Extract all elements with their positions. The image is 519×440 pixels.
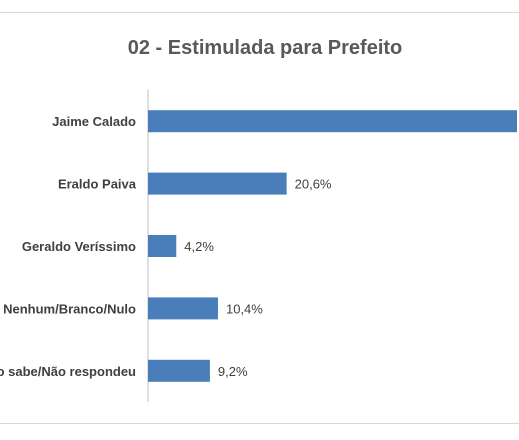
bar-2 (148, 172, 287, 195)
bar-4 (148, 297, 218, 320)
category-label-2: Eraldo Paiva (58, 177, 137, 192)
value-label-4: 10,4% (226, 301, 263, 316)
bar-3 (148, 235, 177, 257)
value-label-5: 9,2% (218, 364, 248, 379)
category-label-5: Não sabe/Não respondeu (0, 364, 136, 379)
value-label-3: 4,2% (184, 239, 214, 254)
chart-title: 02 - Estimulada para Prefeito (128, 37, 403, 59)
bar-5 (148, 359, 210, 382)
category-label-1: Jaime Calado (52, 114, 136, 129)
bar-1 (148, 110, 517, 133)
chart-frame (0, 12, 519, 424)
category-label-3: Geraldo Veríssimo (22, 239, 136, 254)
bars-group: Jaime Calado Eraldo Paiva 20,6% Geraldo Ver… (0, 110, 517, 382)
category-label-4: Nenhum/Branco/Nulo (3, 301, 136, 316)
value-label-2: 20,6% (295, 177, 332, 192)
